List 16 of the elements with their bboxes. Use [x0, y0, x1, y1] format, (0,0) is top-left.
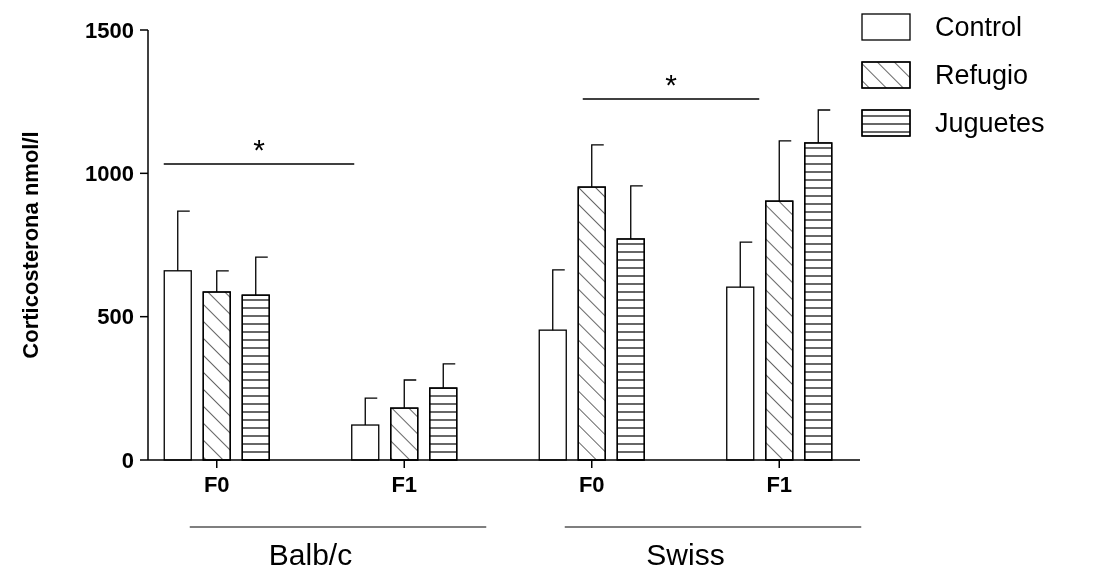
- x-tick-label: F1: [391, 472, 418, 497]
- x-tick-label: F0: [578, 472, 605, 497]
- y-tick-label: 500: [97, 304, 134, 330]
- legend-label: Juguetes: [935, 108, 1045, 139]
- y-tick-label: 1000: [85, 161, 134, 187]
- y-tick-label: 1500: [85, 17, 134, 43]
- text: Swiss: [646, 538, 725, 571]
- y-tick-label: 0: [121, 447, 134, 473]
- legend-label: Refugio: [935, 60, 1029, 91]
- text: Balb/c: [268, 538, 353, 571]
- annotation: *: [253, 133, 266, 166]
- x-tick-label: F0: [203, 472, 230, 497]
- legend-label: Control: [935, 12, 1023, 43]
- y-axis-title: Corticosterona nmol/l: [18, 131, 43, 359]
- annotation: *: [665, 68, 678, 101]
- x-tick-label: F1: [766, 472, 793, 497]
